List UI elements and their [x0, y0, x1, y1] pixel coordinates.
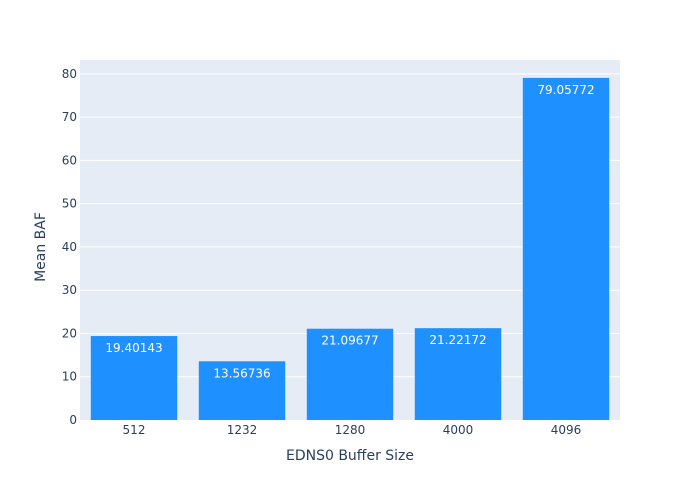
- bar-value-labels: 19.40143 13.56736 21.09677 21.22172 79.05772: [105, 83, 594, 380]
- y-axis-ticks: 0 10 20 30 40 50 60 70 80: [62, 67, 77, 427]
- bar-512: [90, 336, 178, 420]
- bar-1280: [306, 328, 394, 420]
- bar-value-label-4000: 21.22172: [429, 333, 486, 347]
- x-tick-label-1232: 1232: [227, 423, 258, 437]
- bar-value-label-512: 19.40143: [105, 341, 162, 355]
- y-tick-label: 50: [62, 197, 77, 211]
- y-tick-label: 70: [62, 110, 77, 124]
- x-axis-title: EDNS0 Buffer Size: [286, 448, 414, 464]
- x-tick-label-512: 512: [123, 423, 146, 437]
- y-tick-label: 60: [62, 153, 77, 167]
- bar-1232: [198, 361, 286, 420]
- y-tick-label: 30: [62, 283, 77, 297]
- bar-value-label-1280: 21.09677: [321, 334, 378, 348]
- y-tick-label: 0: [69, 413, 77, 427]
- bar-value-label-1232: 13.56736: [213, 366, 270, 380]
- bar-4096: [522, 77, 610, 420]
- bar-4000: [414, 328, 502, 420]
- x-tick-label-1280: 1280: [335, 423, 366, 437]
- x-tick-label-4000: 4000: [443, 423, 474, 437]
- x-tick-label-4096: 4096: [551, 423, 582, 437]
- y-tick-label: 20: [62, 326, 77, 340]
- y-tick-label: 10: [62, 370, 77, 384]
- y-tick-label: 40: [62, 240, 77, 254]
- bar-value-label-4096: 79.05772: [537, 83, 594, 97]
- x-axis-ticks: 512 1232 1280 4000 4096: [123, 423, 582, 437]
- y-axis-title: Mean BAF: [33, 212, 49, 282]
- bars: [90, 77, 610, 420]
- y-tick-label: 80: [62, 67, 77, 81]
